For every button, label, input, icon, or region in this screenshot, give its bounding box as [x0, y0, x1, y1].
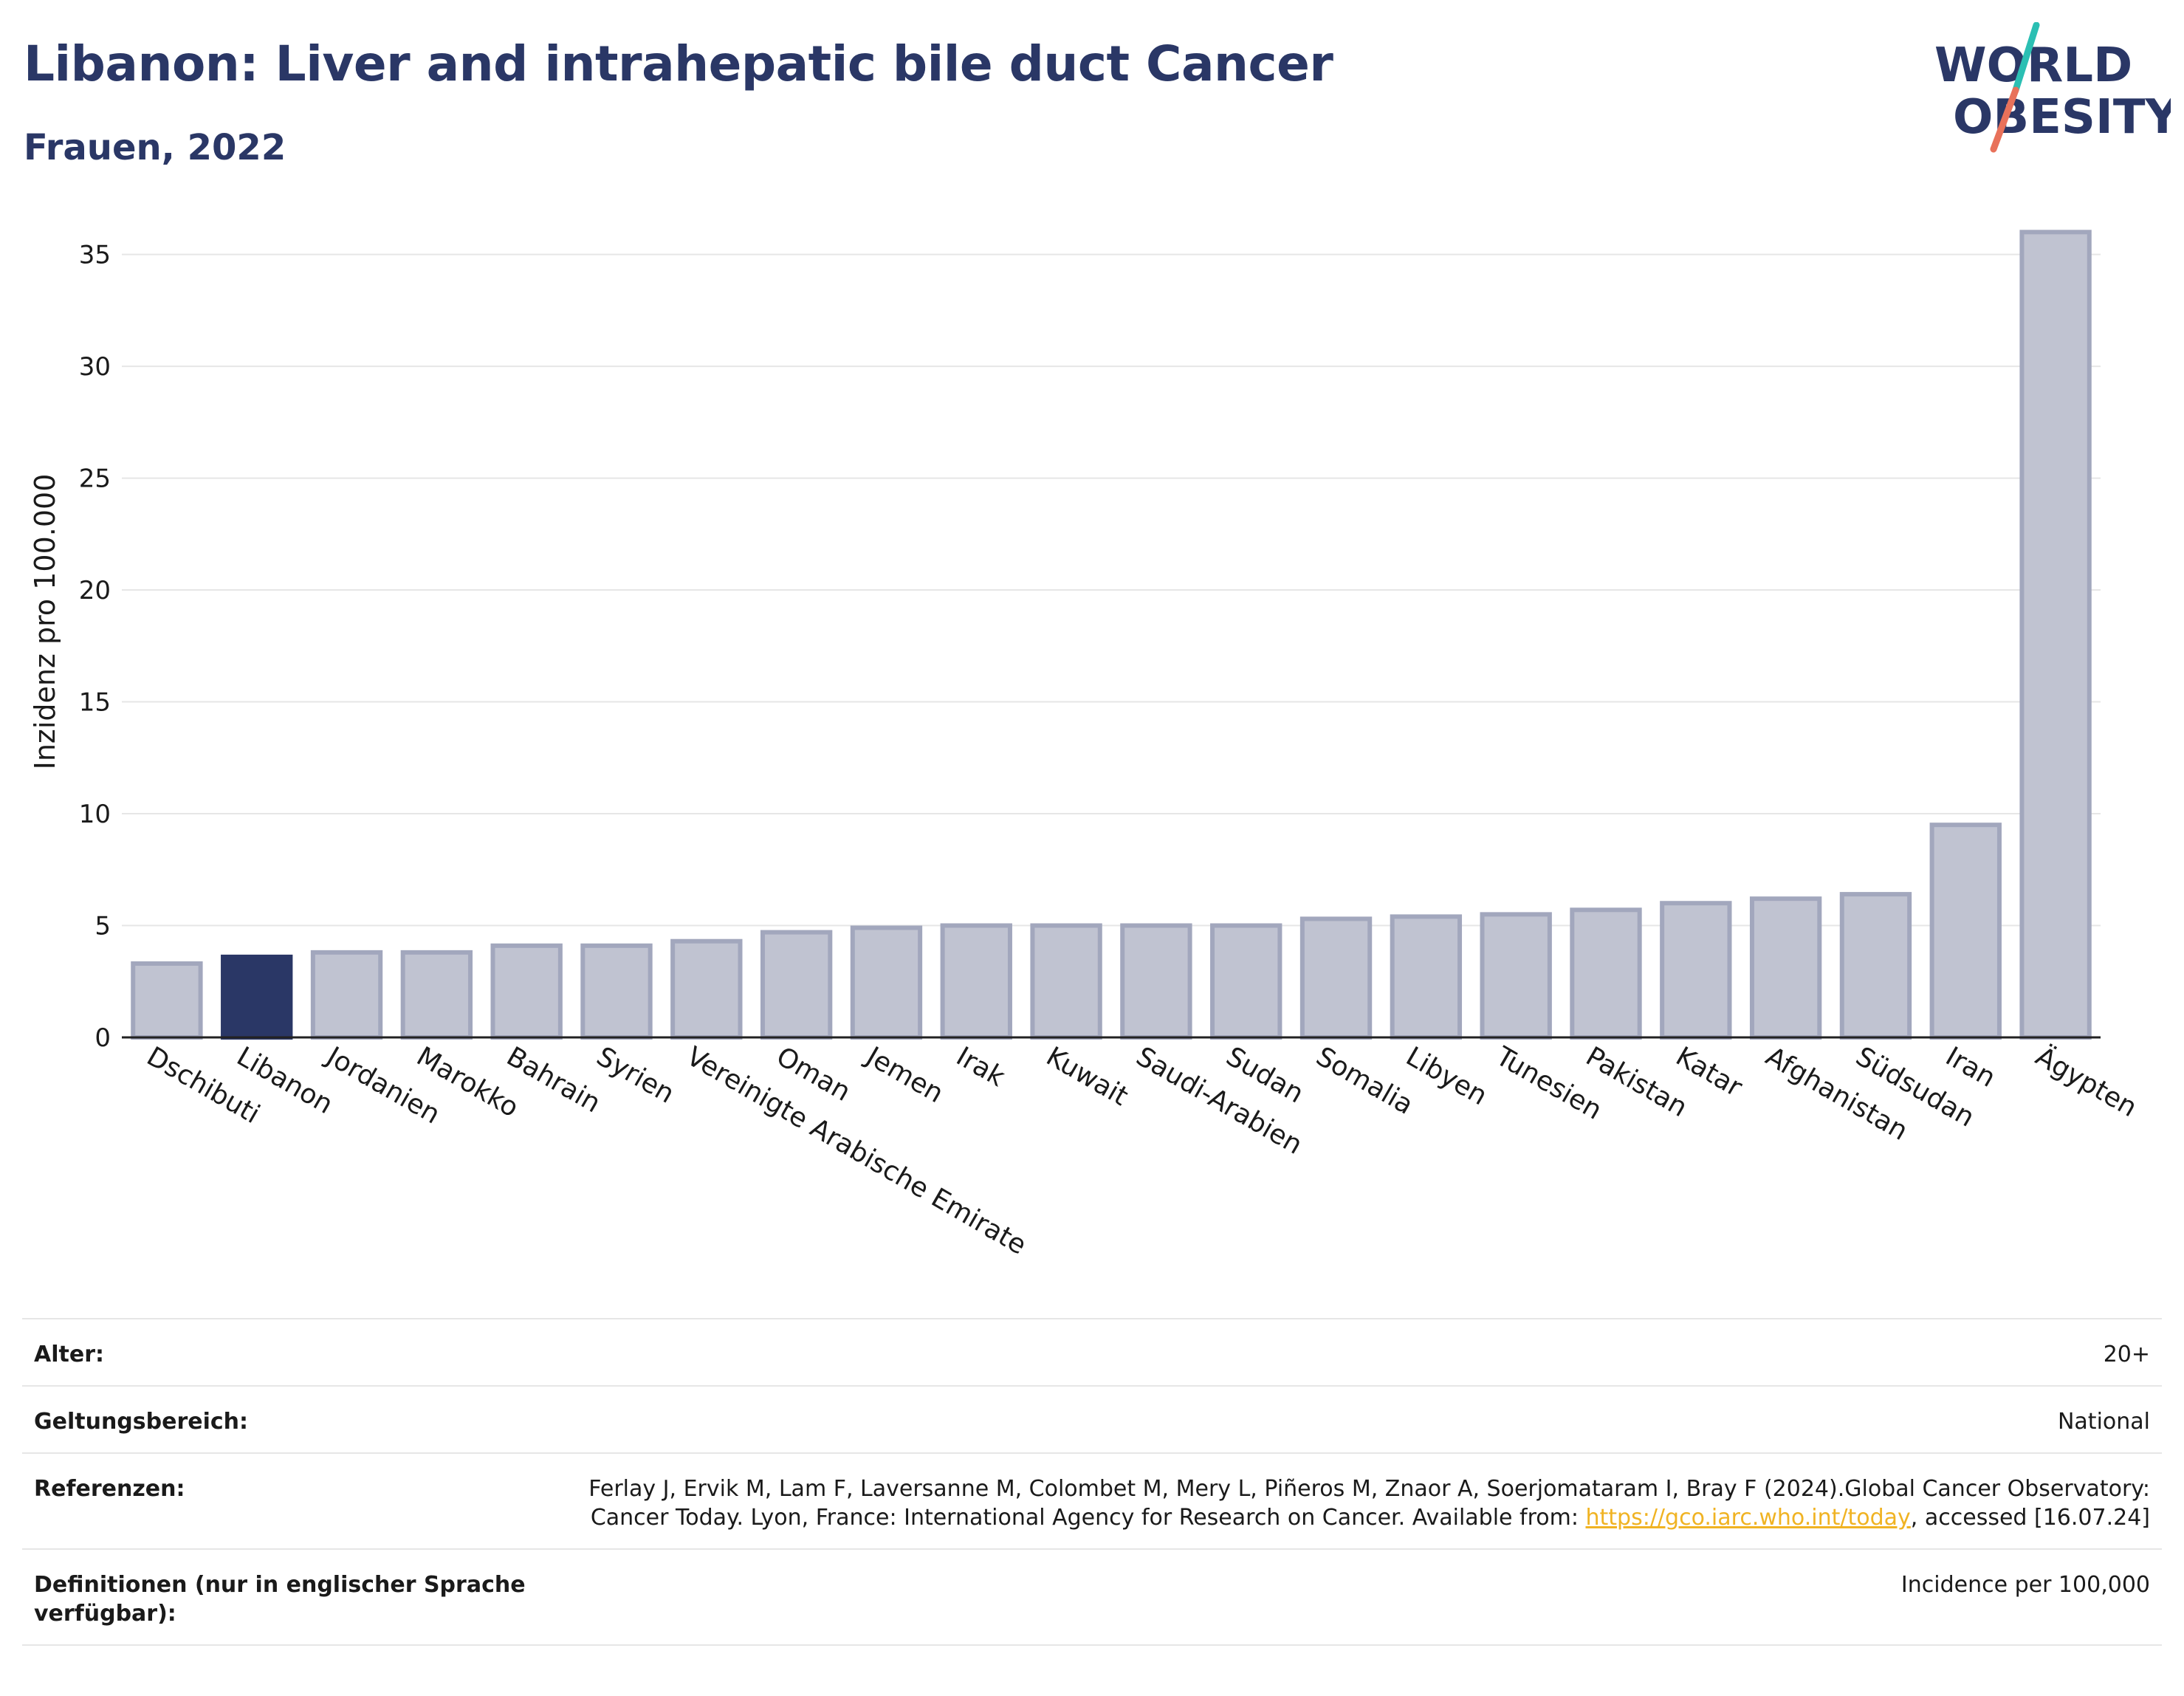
meta-row-age: Alter: 20+ — [22, 1318, 2162, 1385]
definitions-value: Incidence per 100,000 — [1900, 1572, 2150, 1598]
chart-grid — [122, 253, 2101, 927]
scope-label: Geltungsbereich: — [34, 1409, 249, 1435]
y-tick-label: 25 — [79, 464, 111, 494]
y-tick-label: 20 — [79, 576, 111, 605]
bar-pakistan — [1570, 907, 1642, 1040]
bar-syrien — [580, 943, 653, 1040]
bar-marokko — [400, 950, 473, 1040]
y-tick-label: 35 — [79, 241, 111, 270]
bar-südsudan — [1839, 892, 1912, 1040]
x-tick-label: Iran — [1940, 1041, 2000, 1094]
bar-somalia — [1299, 916, 1373, 1040]
x-tick-label: Irak — [951, 1041, 1010, 1093]
bar-tunesien — [1480, 912, 1552, 1040]
bar-libyen — [1390, 914, 1463, 1040]
x-tick-label: Syrien — [591, 1041, 679, 1109]
page-subtitle: Frauen, 2022 — [24, 127, 286, 168]
logo-slash-top — [2012, 22, 2040, 94]
bar-vereinigte-arabische-emirate — [670, 938, 743, 1040]
bar-iran — [1929, 823, 2002, 1040]
bar-kuwait — [1030, 923, 1102, 1040]
meta-row-definitions: Definitionen (nur in englischer Sprache … — [22, 1548, 2162, 1646]
bar-jordanien — [310, 950, 383, 1040]
bar-katar — [1660, 901, 1732, 1040]
y-axis-ticks: 0 5 10 15 20 25 30 35 — [79, 241, 111, 1053]
world-obesity-logo: WORLD OBESITY — [1934, 22, 2171, 153]
definitions-label: Definitionen (nur in englischer Sprache … — [34, 1572, 526, 1627]
metadata-table: Alter: 20+ Geltungsbereich: National Ref… — [22, 1318, 2162, 1646]
references-value: Ferlay J, Ervik M, Lam F, Laversanne M, … — [563, 1474, 2150, 1532]
x-axis-ticks: DschibutiLibanonJordanienMarokkoBahrainS… — [142, 1040, 2143, 1260]
logo-slash-bottom — [1990, 86, 2019, 153]
age-value: 20+ — [2103, 1342, 2150, 1367]
references-label: Referenzen: — [34, 1476, 185, 1502]
meta-row-references: Referenzen: Ferlay J, Ervik M, Lam F, La… — [22, 1452, 2162, 1548]
bar-jemen — [850, 925, 923, 1040]
x-tick-label: Kuwait — [1041, 1041, 1133, 1112]
references-accessed: , accessed [16.07.24] — [1910, 1505, 2150, 1531]
references-link[interactable]: https://gco.iarc.who.int/today — [1585, 1505, 1911, 1531]
bar-chart: 0 5 10 15 20 25 30 35 DschibutiLibanonJordanien… — [29, 230, 2143, 1261]
age-label: Alter: — [34, 1342, 104, 1367]
x-tick-label: Libyen — [1401, 1041, 1492, 1111]
scope-value: National — [2057, 1409, 2150, 1435]
y-axis-label: Inzidenz pro 100.000 — [29, 474, 61, 770]
bar-saudi-arabien — [1120, 923, 1192, 1040]
bar-bahrain — [490, 943, 563, 1040]
y-tick-label: 30 — [79, 352, 111, 382]
references-text: Ferlay J, Ervik M, Lam F, Laversanne M, … — [588, 1476, 2150, 1531]
page-title: Libanon: Liver and intrahepatic bile duc… — [24, 35, 1333, 92]
x-tick-label: Ägypten — [2030, 1040, 2143, 1123]
bar-irak — [940, 923, 1012, 1040]
bar-sudan — [1210, 923, 1282, 1040]
bar-libanon — [221, 954, 293, 1040]
bar-dschibuti — [131, 961, 203, 1040]
bar-ägypten — [2019, 230, 2092, 1040]
meta-row-scope: Geltungsbereich: National — [22, 1385, 2162, 1452]
logo-text-obesity: OBESITY — [1953, 90, 2171, 145]
bar-oman — [760, 930, 833, 1040]
bar-afghanistan — [1749, 896, 1822, 1040]
y-tick-label: 10 — [79, 800, 111, 829]
logo-text-world: WORLD — [1934, 38, 2132, 93]
x-tick-label: Jemen — [860, 1040, 949, 1109]
y-tick-label: 5 — [95, 912, 111, 941]
y-tick-label: 15 — [79, 688, 111, 718]
chart-bars — [131, 230, 2092, 1040]
x-tick-label: Somalia — [1311, 1041, 1418, 1121]
y-tick-label: 0 — [95, 1023, 111, 1053]
